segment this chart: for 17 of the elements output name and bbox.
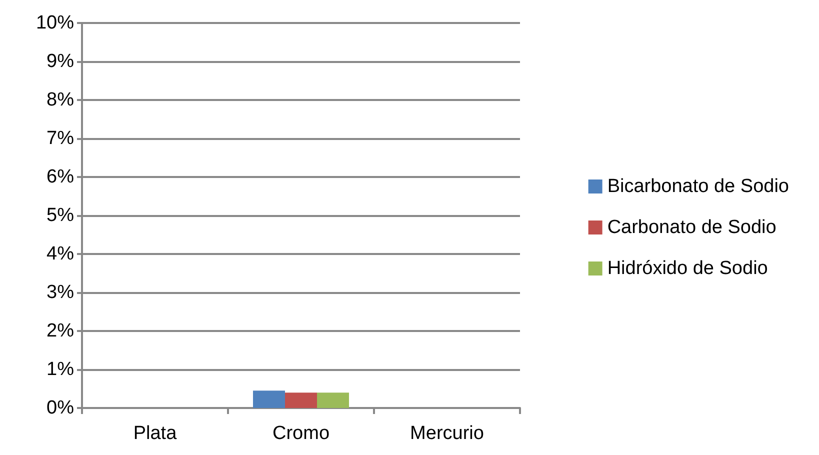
legend-label: Carbonato de Sodio bbox=[607, 217, 776, 238]
y-tick-label: 6% bbox=[46, 166, 74, 188]
x-tick-label: Plata bbox=[133, 423, 178, 444]
legend-label: Hidróxido de Sodio bbox=[607, 258, 768, 279]
y-tick-label: 4% bbox=[46, 244, 74, 264]
y-tick-label: 9% bbox=[46, 51, 74, 72]
y-tick-label: 2% bbox=[46, 320, 74, 342]
y-tick-label: 8% bbox=[46, 90, 74, 110]
y-tick-label: 10% bbox=[36, 12, 74, 34]
y-tick-label: 7% bbox=[46, 128, 74, 149]
y-tick-label: 5% bbox=[46, 205, 74, 226]
x-tick-label: Cromo bbox=[272, 423, 330, 444]
x-tick-label: Mercurio bbox=[410, 423, 484, 444]
legend-label: Bicarbonato de Sodio bbox=[607, 176, 789, 197]
y-tick-label: 3% bbox=[46, 282, 74, 303]
y-tick-label: 1% bbox=[46, 359, 74, 380]
y-tick-label: 0% bbox=[46, 398, 74, 418]
